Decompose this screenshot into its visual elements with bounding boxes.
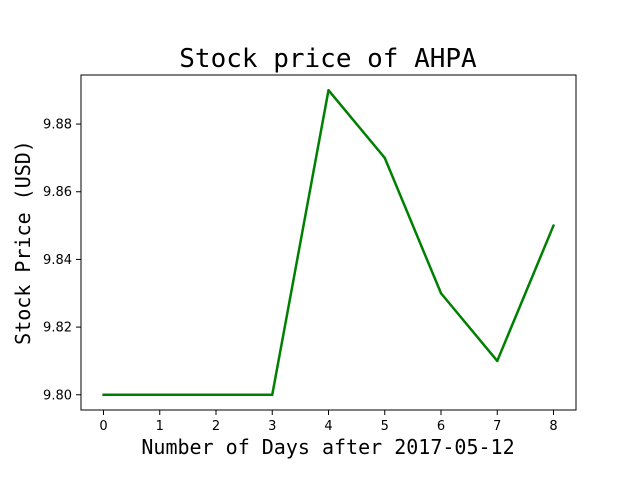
data-point <box>552 224 554 226</box>
y-tick-label: 9.80 <box>43 388 72 403</box>
data-point <box>215 394 217 396</box>
data-point <box>271 394 273 396</box>
x-tick-label: 2 <box>212 419 220 434</box>
x-tick-label: 8 <box>549 419 557 434</box>
x-axis-label: Number of Days after 2017-05-12 <box>141 435 514 459</box>
chart-title: Stock price of AHPA <box>179 44 477 74</box>
x-tick-label: 7 <box>493 419 501 434</box>
data-point <box>496 360 498 362</box>
data-point <box>384 157 386 159</box>
data-point <box>159 394 161 396</box>
x-tick-label: 4 <box>324 419 332 434</box>
x-tick-label: 1 <box>156 419 164 434</box>
x-tick-label: 6 <box>437 419 445 434</box>
axes-background <box>81 75 576 410</box>
y-tick-label: 9.84 <box>43 253 72 268</box>
y-tick-label: 9.86 <box>43 185 72 200</box>
y-tick-label: 9.88 <box>43 118 72 133</box>
x-tick-label: 0 <box>99 419 107 434</box>
y-axis-label: Stock Price (USD) <box>11 140 35 345</box>
data-point <box>102 394 104 396</box>
x-tick-label: 3 <box>268 419 276 434</box>
y-tick-label: 9.82 <box>43 321 72 336</box>
data-point <box>327 89 329 91</box>
plot-area <box>81 75 576 410</box>
x-tick-label: 5 <box>381 419 389 434</box>
data-point <box>440 292 442 294</box>
